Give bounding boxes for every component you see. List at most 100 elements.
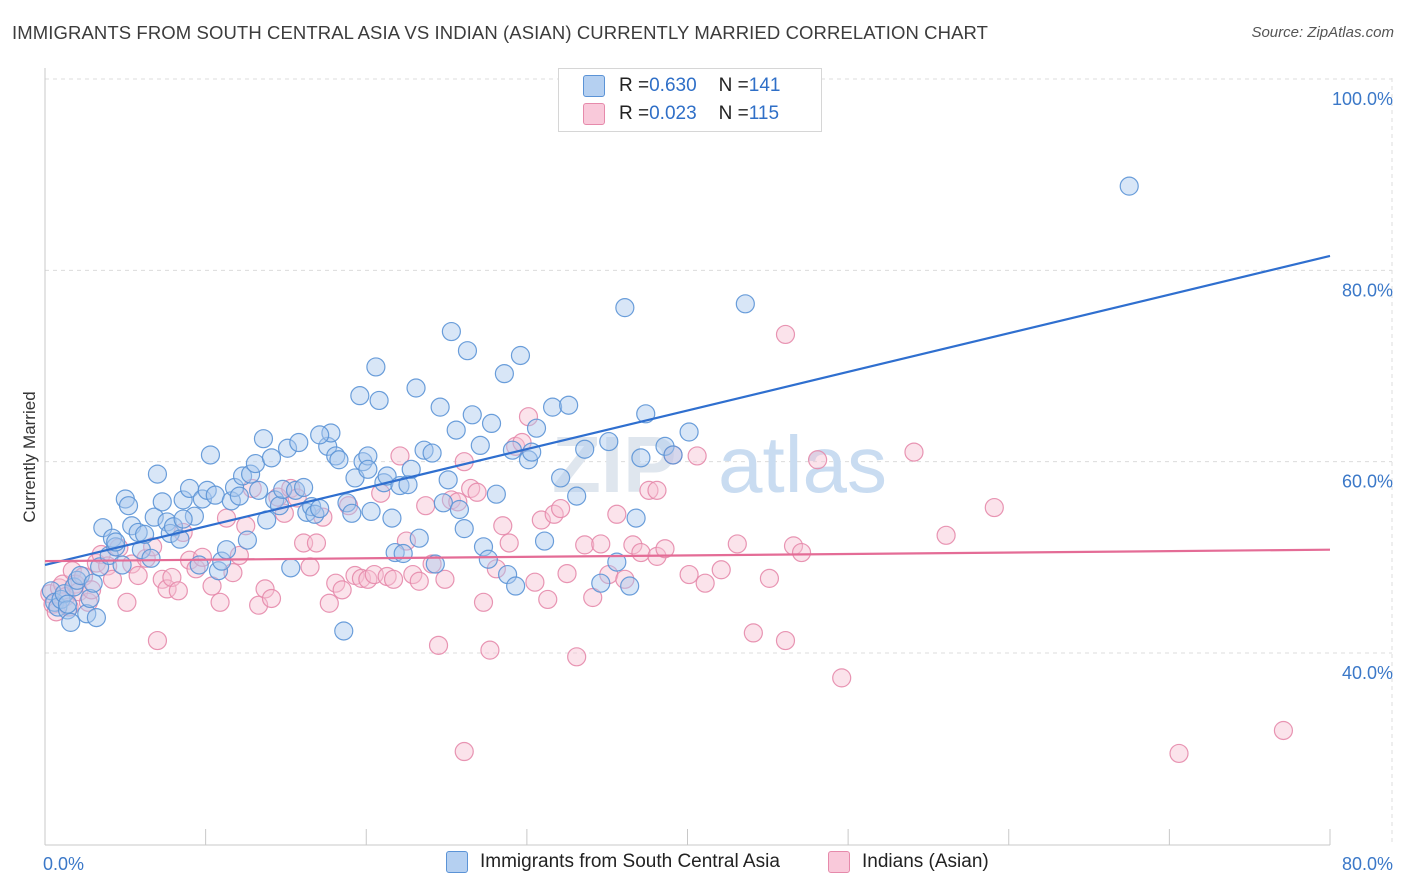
data-point-south-central-asia (173, 509, 193, 529)
data-point-indians-asian (591, 534, 611, 554)
data-point-south-central-asia (449, 499, 470, 520)
data-point-indians-asian (319, 593, 339, 613)
data-point-south-central-asia (409, 528, 429, 548)
data-point-south-central-asia (494, 364, 514, 384)
data-point-indians-asian (223, 563, 243, 583)
data-point-south-central-asia (441, 321, 461, 342)
data-point-south-central-asia (406, 378, 426, 398)
data-point-south-central-asia (342, 503, 362, 523)
series-legend: Immigrants from South Central Asia India… (0, 851, 1406, 879)
data-point-south-central-asia (54, 584, 74, 604)
data-point-south-central-asia (369, 390, 389, 411)
data-point-south-central-asia (163, 517, 184, 537)
data-point-south-central-asia (57, 600, 78, 620)
data-point-south-central-asia (481, 413, 502, 433)
data-point-indians-asian (607, 504, 627, 524)
data-point-south-central-asia (83, 573, 103, 593)
trend-line-indians-asian (44, 548, 1331, 563)
data-point-south-central-asia (430, 397, 450, 417)
data-point-south-central-asia (141, 548, 161, 568)
data-point-south-central-asia (506, 576, 526, 596)
data-point-south-central-asia (86, 608, 107, 628)
data-point-south-central-asia (366, 357, 386, 377)
data-point-indians-asian (775, 324, 796, 345)
data-point-south-central-asia (438, 470, 458, 490)
legend-n-value: 115 (748, 103, 780, 124)
data-point-south-central-asia (735, 294, 755, 314)
y-tick-label: 40.0% (1342, 663, 1393, 683)
y-tick-label: 80.0% (1342, 280, 1393, 300)
tick-labels: 100.0% 80.0% 60.0% 40.0% 0.0% 80.0% (43, 89, 1393, 874)
series-legend-label: Immigrants from South Central Asia (480, 851, 780, 872)
data-point-indians-asian (623, 535, 643, 555)
series-legend-swatch-pink (828, 851, 850, 873)
data-point-south-central-asia (486, 484, 506, 504)
data-point-indians-asian (575, 535, 595, 555)
data-point-south-central-asia (245, 453, 266, 474)
data-point-south-central-asia (277, 438, 298, 458)
data-point-south-central-asia (446, 420, 466, 440)
series-south-central-asia (41, 176, 1139, 641)
correlation-legend: R = 0.630 N = 141 R = 0.023 N = 115 (558, 68, 822, 132)
axes (44, 68, 1331, 846)
data-point-indians-asian (647, 480, 667, 500)
data-point-south-central-asia (626, 508, 646, 528)
legend-r-value: 0.023 (649, 103, 697, 124)
y-tick-label: 60.0% (1342, 472, 1393, 492)
data-point-indians-asian (1273, 720, 1294, 741)
data-point-south-central-asia (269, 496, 290, 516)
data-point-south-central-asia (294, 477, 314, 498)
data-point-south-central-asia (551, 468, 571, 488)
series-legend-label: Indians (Asian) (862, 851, 989, 872)
data-point-indians-asian (216, 508, 237, 528)
data-point-indians-asian (727, 534, 747, 554)
data-point-south-central-asia (454, 519, 474, 539)
data-point-south-central-asia (253, 429, 274, 449)
data-point-south-central-asia (61, 612, 81, 632)
data-point-indians-asian (518, 407, 539, 427)
data-point-south-central-asia (118, 496, 139, 516)
data-point-south-central-asia (663, 445, 683, 465)
data-point-south-central-asia (478, 549, 498, 569)
data-point-south-central-asia (358, 446, 378, 466)
trend-line-south-central-asia (44, 254, 1331, 567)
data-point-south-central-asia (361, 501, 381, 522)
data-point-indians-asian (775, 630, 796, 651)
data-point-south-central-asia (281, 558, 301, 578)
data-point-south-central-asia (615, 298, 635, 318)
data-point-south-central-asia (462, 405, 482, 425)
data-point-south-central-asia (232, 466, 253, 486)
data-point-south-central-asia (57, 594, 78, 614)
legend-swatch-pink (583, 103, 605, 125)
data-point-south-central-asia (1119, 176, 1139, 196)
data-point-south-central-asia (229, 486, 249, 506)
data-point-indians-asian (711, 560, 731, 580)
data-point-south-central-asia (329, 450, 349, 470)
data-point-south-central-asia (599, 431, 619, 452)
y-axis-label: Currently Married (20, 391, 39, 522)
data-point-indians-asian (486, 559, 506, 579)
series-legend-item-indians-asian[interactable]: Indians (Asian) (828, 851, 989, 873)
data-point-indians-asian (687, 446, 707, 466)
data-point-indians-asian (557, 563, 577, 584)
data-point-indians-asian (351, 568, 372, 588)
data-point-indians-asian (538, 589, 558, 610)
series-legend-item-south-central-asia[interactable]: Immigrants from South Central Asia (446, 851, 780, 873)
legend-r-value: 0.630 (649, 75, 697, 96)
data-point-south-central-asia (620, 576, 640, 596)
data-point-indians-asian (832, 668, 852, 688)
data-point-south-central-asia (93, 518, 113, 538)
data-point-indians-asian (448, 492, 468, 512)
y-tick-label: 100.0% (1332, 89, 1393, 109)
data-point-indians-asian (567, 647, 587, 667)
data-point-indians-asian (525, 572, 545, 592)
data-point-south-central-asia (200, 445, 221, 465)
data-point-south-central-asia (679, 422, 699, 442)
data-point-south-central-asia (591, 573, 611, 593)
data-point-indians-asian (409, 571, 429, 591)
watermark-atlas: atlas (718, 420, 887, 509)
data-point-south-central-asia (289, 432, 309, 453)
data-point-south-central-asia (310, 425, 330, 445)
data-point-south-central-asia (382, 508, 402, 528)
